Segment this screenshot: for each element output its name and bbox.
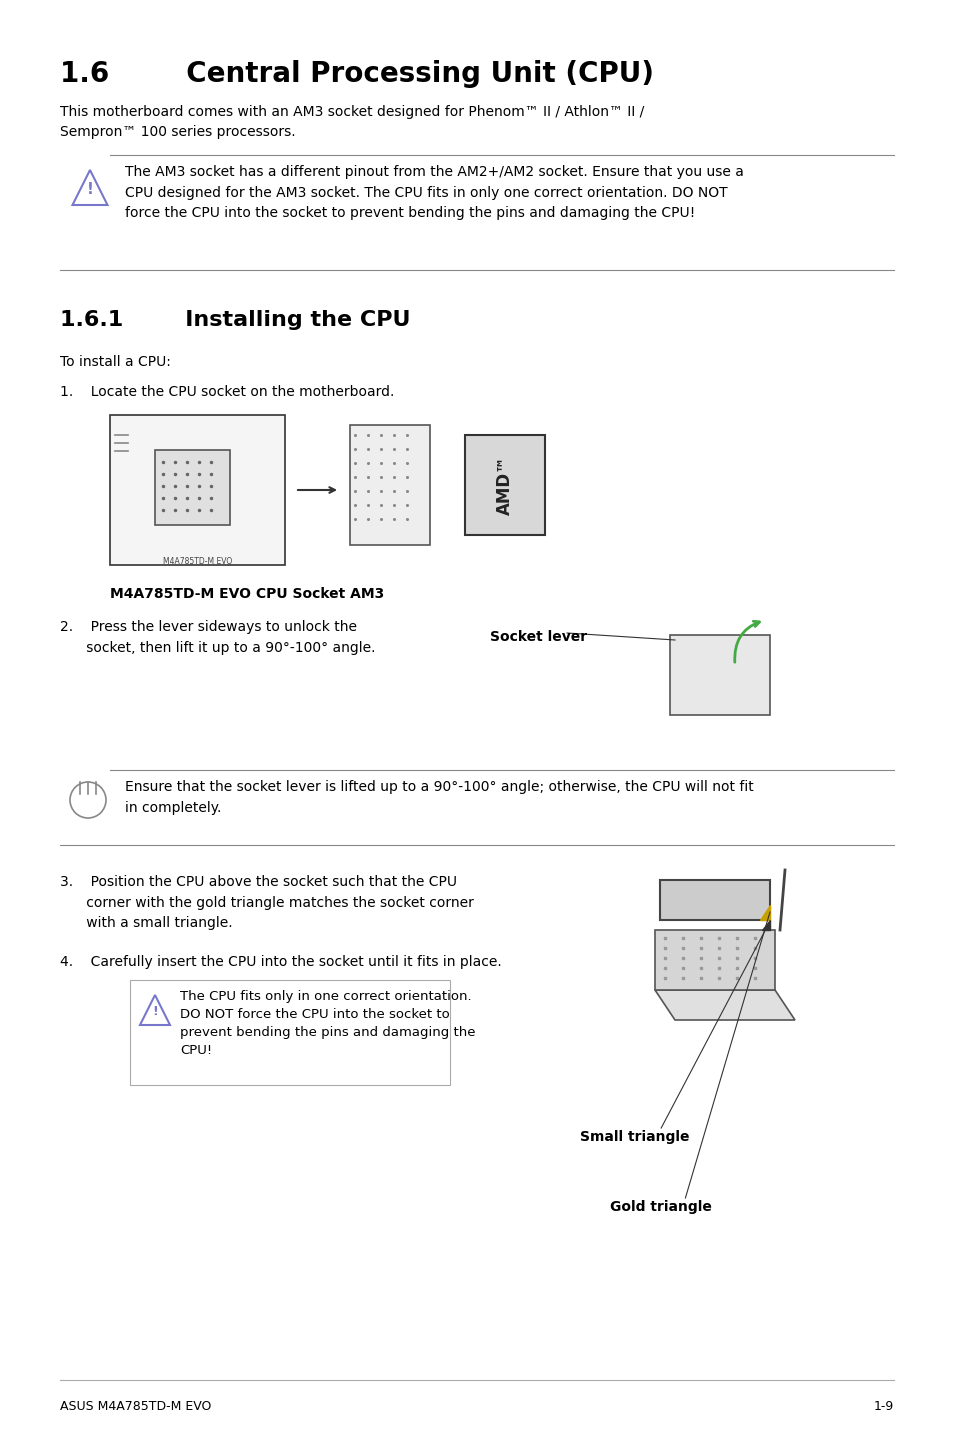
Text: 4.    Carefully insert the CPU into the socket until it fits in place.: 4. Carefully insert the CPU into the soc… [60,955,501,969]
Text: Small triangle: Small triangle [579,1130,689,1144]
FancyBboxPatch shape [669,634,769,715]
Text: 1.6.1        Installing the CPU: 1.6.1 Installing the CPU [60,309,410,329]
Text: !: ! [87,182,93,196]
FancyBboxPatch shape [350,425,430,546]
Text: AMD™: AMD™ [496,455,514,516]
FancyBboxPatch shape [464,435,544,536]
Text: 1.    Locate the CPU socket on the motherboard.: 1. Locate the CPU socket on the motherbo… [60,385,394,400]
Text: Socket lever: Socket lever [490,630,586,644]
Text: ASUS M4A785TD-M EVO: ASUS M4A785TD-M EVO [60,1400,212,1413]
FancyBboxPatch shape [110,415,285,566]
Text: 3.    Position the CPU above the socket such that the CPU
      corner with the : 3. Position the CPU above the socket suc… [60,875,474,931]
Text: To install a CPU:: To install a CPU: [60,355,171,369]
Text: 1.6        Central Processing Unit (CPU): 1.6 Central Processing Unit (CPU) [60,60,654,87]
Text: 1-9: 1-9 [873,1400,893,1413]
Polygon shape [655,990,794,1020]
Text: Ensure that the socket lever is lifted up to a 90°-100° angle; otherwise, the CP: Ensure that the socket lever is lifted u… [125,780,753,815]
Text: M4A785TD-M EVO: M4A785TD-M EVO [163,557,232,566]
Polygon shape [655,929,774,990]
Text: The CPU fits only in one correct orientation.
DO NOT force the CPU into the sock: The CPU fits only in one correct orienta… [180,990,475,1057]
Text: 2.    Press the lever sideways to unlock the
      socket, then lift it up to a : 2. Press the lever sideways to unlock th… [60,620,375,654]
Text: Gold triangle: Gold triangle [609,1200,711,1214]
FancyBboxPatch shape [154,450,230,526]
Polygon shape [761,919,769,929]
Text: M4A785TD-M EVO CPU Socket AM3: M4A785TD-M EVO CPU Socket AM3 [110,587,384,601]
Polygon shape [659,881,769,919]
Text: !: ! [152,1005,157,1018]
Text: The AM3 socket has a different pinout from the AM2+/AM2 socket. Ensure that you : The AM3 socket has a different pinout fr… [125,165,743,221]
FancyBboxPatch shape [130,979,450,1085]
Text: This motherboard comes with an AM3 socket designed for Phenom™ II / Athlon™ II /: This motherboard comes with an AM3 socke… [60,105,643,139]
Polygon shape [760,905,769,919]
